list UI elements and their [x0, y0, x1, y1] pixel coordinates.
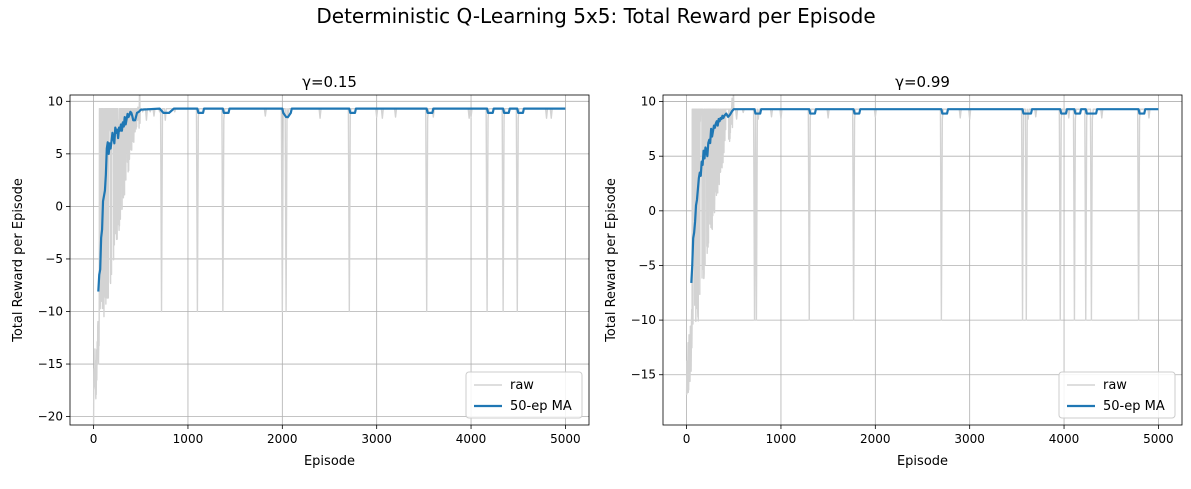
x-tick-label: 5000 — [550, 432, 581, 446]
x-tick-label: 5000 — [1143, 432, 1174, 446]
y-tick-label: −5 — [45, 252, 63, 266]
legend: raw 50-ep MA — [1058, 371, 1176, 419]
x-tick-label: 2000 — [267, 432, 298, 446]
x-tick-label: 1000 — [766, 432, 797, 446]
legend-label: raw — [510, 378, 534, 393]
subplot-title: γ=0.99 — [895, 73, 950, 91]
y-tick-label: −10 — [631, 313, 656, 327]
y-tick-label: 10 — [641, 95, 656, 109]
y-tick-label: −20 — [38, 410, 63, 424]
x-tick-label: 4000 — [1049, 432, 1080, 446]
y-tick-label: −10 — [38, 304, 63, 318]
y-tick-label: −5 — [638, 258, 656, 272]
y-tick-label: −15 — [631, 368, 656, 382]
x-tick-label: 2000 — [860, 432, 891, 446]
axes-frame — [662, 94, 1183, 426]
x-tick-label: 1000 — [173, 432, 204, 446]
x-tick-label: 3000 — [361, 432, 392, 446]
axes-frame — [69, 94, 590, 426]
raw-series-line — [685, 95, 1159, 395]
x-axis-label: Episode — [897, 454, 948, 469]
legend-label: raw — [1103, 378, 1127, 393]
ma-series-line — [690, 108, 1159, 284]
y-tick-label: −15 — [38, 357, 63, 371]
subplot-1: 0 1000 2000 3000 4000 5000 −20 −15 −10 −5 0 5 10 γ=0.… — [11, 73, 590, 469]
y-axis-label: Total Reward per Episode — [604, 178, 619, 343]
y-tick-label: 0 — [55, 199, 63, 213]
x-tick-label: 3000 — [954, 432, 985, 446]
y-tick-label: 5 — [648, 149, 656, 163]
y-tick-label: 10 — [48, 94, 63, 108]
x-tick-label: 0 — [683, 432, 691, 446]
y-axis-label: Total Reward per Episode — [11, 178, 26, 343]
ma-series-line — [97, 107, 566, 292]
x-tick-label: 0 — [90, 432, 98, 446]
x-tick-label: 4000 — [456, 432, 487, 446]
x-axis-label: Episode — [304, 454, 355, 469]
subplot-title: γ=0.15 — [302, 73, 357, 91]
y-tick-label: 0 — [648, 204, 656, 218]
figure-title: Deterministic Q-Learning 5x5: Total Rewa… — [316, 4, 875, 28]
legend: raw 50-ep MA — [465, 371, 583, 419]
subplot-2: 0 1000 2000 3000 4000 5000 −15 −10 −5 0 5 10 γ=0.99 E… — [604, 73, 1183, 469]
y-tick-label: 5 — [55, 147, 63, 161]
legend-label: 50-ep MA — [1103, 399, 1165, 414]
legend-label: 50-ep MA — [510, 399, 572, 414]
